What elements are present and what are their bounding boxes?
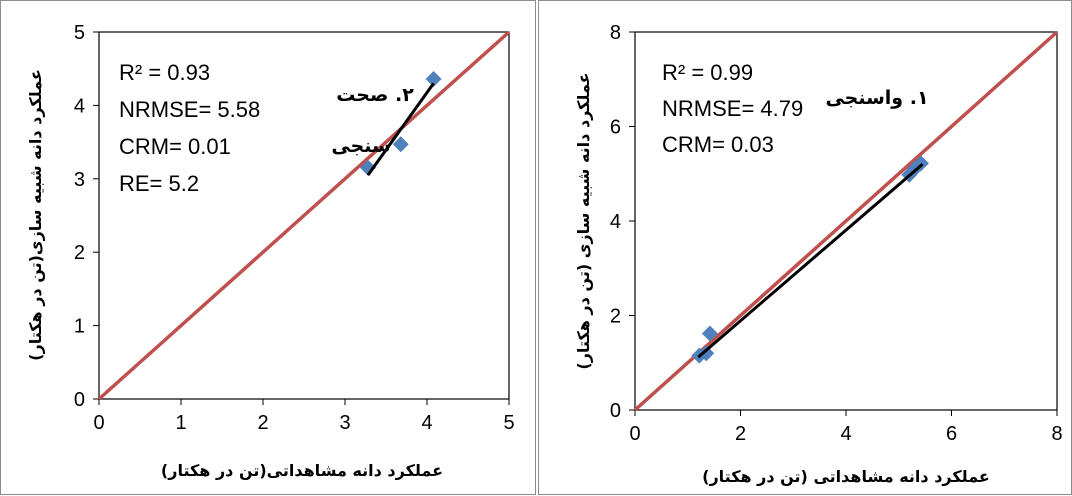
chart-right-svg: 0 2 4 6 8 0 2 4 6 8 R² = 0.99 NRMSE= 4.79 CRM= 0.03 ۱… <box>574 22 1063 486</box>
chart-right-stat-text: R² = 0.99 <box>662 60 753 85</box>
chart-right-x-tick-label: 6 <box>946 423 957 445</box>
chart-left-x-tick-label: 3 <box>339 412 350 434</box>
chart-left-y-tick-label: 2 <box>74 242 85 264</box>
chart-right-y-tick-label: 0 <box>610 400 621 422</box>
chart-right-x-tick-label: 2 <box>735 423 746 445</box>
chart-right-x-tick-label: 0 <box>629 423 640 445</box>
chart-left-y-axis-title: عملکرد دانه شبیه سازی(تن در هکتار) <box>26 69 45 361</box>
chart-left-y-tick-label: 5 <box>74 22 85 44</box>
chart-right-y-tick-label: 4 <box>610 211 621 233</box>
chart-right-annotation-label: ۱. واسنجی <box>825 87 928 109</box>
chart-left-y-tick-label: 4 <box>74 95 85 117</box>
chart-left-annotation-label: ۲. صحت <box>336 84 414 106</box>
chart-right-y-axis-title: عملکرد دانه شبیه سازی (تن در هکتار) <box>574 72 593 369</box>
chart-panel-left: 0 1 2 3 4 5 0 1 2 3 4 5 R² = 0.93 NRMSE= 5.58 CRM= 0.0… <box>0 0 536 495</box>
chart-right-trendline <box>697 163 924 359</box>
chart-left-x-tick-label: 1 <box>175 412 186 434</box>
chart-right-y-tick-label: 2 <box>610 306 621 328</box>
chart-right-stat-text: CRM= 0.03 <box>662 132 774 157</box>
chart-left-identity-line <box>97 30 511 401</box>
chart-right-data-point <box>701 325 718 342</box>
chart-left-y-tick-label: 3 <box>74 169 85 191</box>
chart-right-stat-text: NRMSE= 4.79 <box>662 96 803 121</box>
chart-right-x-tick-label: 4 <box>840 423 851 445</box>
chart-left-stat-text: RE= 5.2 <box>119 171 199 196</box>
chart-left-annotation-label: سنجی <box>331 135 390 157</box>
chart-left-svg: 0 1 2 3 4 5 0 1 2 3 4 5 R² = 0.93 NRMSE= 5.58 CRM= 0.0… <box>26 22 515 480</box>
chart-left-x-tick-label: 2 <box>257 412 268 434</box>
chart-left-y-tick-label: 1 <box>74 316 85 338</box>
chart-left-x-tick-label: 4 <box>421 412 432 434</box>
chart-left-plot-frame <box>98 31 510 400</box>
chart-left-x-axis-title: عملکرد دانه مشاهداتی(تن در هکتار) <box>161 461 443 480</box>
chart-left-x-tick-label: 5 <box>503 412 514 434</box>
chart-right-y-tick-label: 8 <box>610 22 621 44</box>
chart-right-x-tick-label: 8 <box>1051 423 1062 445</box>
chart-left-y-tick-label: 0 <box>74 389 85 411</box>
chart-right-y-tick-label: 6 <box>610 117 621 139</box>
chart-left-data-point <box>425 70 442 87</box>
chart-left-trendline <box>366 82 435 177</box>
chart-left-stat-text: CRM= 0.01 <box>119 134 231 159</box>
chart-right-x-axis-title: عملکرد دانه مشاهداتی (تن در هکتار) <box>702 467 990 486</box>
chart-panel-right: 0 2 4 6 8 0 2 4 6 8 R² = 0.99 NRMSE= 4.79 CRM= 0.03 ۱… <box>538 0 1072 495</box>
chart-left-x-tick-label: 0 <box>93 412 104 434</box>
chart-right-data-point <box>698 345 715 362</box>
chart-left-stat-text: R² = 0.93 <box>119 60 210 85</box>
chart-left-stat-text: NRMSE= 5.58 <box>119 97 260 122</box>
chart-left-data-point <box>392 136 409 153</box>
